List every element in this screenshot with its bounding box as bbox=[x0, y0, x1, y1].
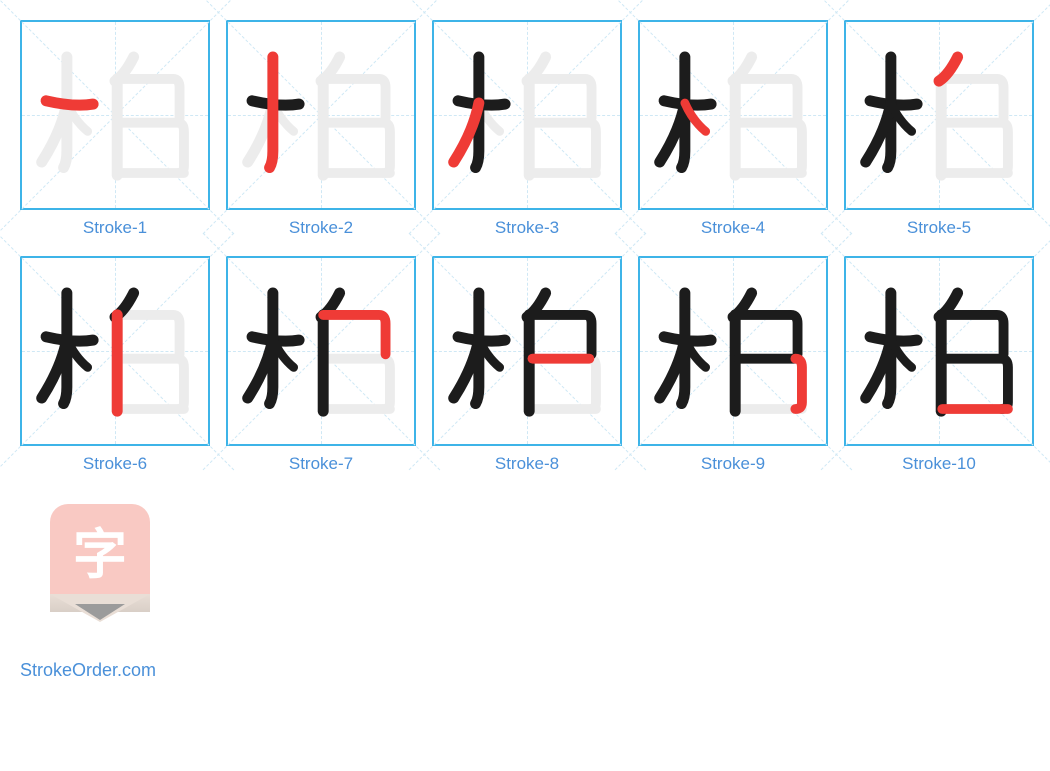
stroke-box bbox=[20, 20, 210, 210]
stroke-box bbox=[638, 256, 828, 446]
stroke-box bbox=[20, 256, 210, 446]
stroke-label: Stroke-4 bbox=[701, 218, 765, 238]
stroke-label: Stroke-5 bbox=[907, 218, 971, 238]
logo-char: 字 bbox=[73, 510, 127, 589]
stroke-cell: Stroke-9 bbox=[638, 256, 828, 474]
footer: 字 StrokeOrder.com bbox=[20, 504, 210, 681]
stroke-label: Stroke-2 bbox=[289, 218, 353, 238]
stroke-label: Stroke-6 bbox=[83, 454, 147, 474]
stroke-box bbox=[432, 20, 622, 210]
logo-body: 字 bbox=[50, 504, 150, 594]
stroke-cell: Stroke-1 bbox=[20, 20, 210, 238]
character-svg bbox=[434, 22, 620, 208]
stroke-label: Stroke-8 bbox=[495, 454, 559, 474]
stroke-cell: Stroke-4 bbox=[638, 20, 828, 238]
stroke-cell: Stroke-3 bbox=[432, 20, 622, 238]
stroke-cell: Stroke-7 bbox=[226, 256, 416, 474]
stroke-box bbox=[638, 20, 828, 210]
stroke-box bbox=[226, 256, 416, 446]
stroke-grid: Stroke-1 Stroke-2 Stroke-3 Stroke-4 Stroke-5… bbox=[20, 20, 1030, 474]
stroke-cell: Stroke-2 bbox=[226, 20, 416, 238]
stroke-label: Stroke-9 bbox=[701, 454, 765, 474]
character-svg bbox=[228, 22, 414, 208]
character-svg bbox=[846, 258, 1032, 444]
character-svg bbox=[434, 258, 620, 444]
character-svg bbox=[846, 22, 1032, 208]
stroke-cell: Stroke-10 bbox=[844, 256, 1034, 474]
stroke-box bbox=[844, 20, 1034, 210]
site-label: StrokeOrder.com bbox=[20, 660, 156, 681]
stroke-box bbox=[844, 256, 1034, 446]
character-svg bbox=[640, 22, 826, 208]
stroke-label: Stroke-1 bbox=[83, 218, 147, 238]
logo: 字 bbox=[40, 504, 160, 634]
stroke-box bbox=[226, 20, 416, 210]
character-svg bbox=[640, 258, 826, 444]
logo-pencil-lead bbox=[75, 604, 125, 620]
character-svg bbox=[228, 258, 414, 444]
stroke-box bbox=[432, 256, 622, 446]
character-svg bbox=[22, 22, 208, 208]
stroke-label: Stroke-7 bbox=[289, 454, 353, 474]
stroke-cell: Stroke-6 bbox=[20, 256, 210, 474]
character-svg bbox=[22, 258, 208, 444]
stroke-label: Stroke-10 bbox=[902, 454, 976, 474]
stroke-cell: Stroke-8 bbox=[432, 256, 622, 474]
stroke-cell: Stroke-5 bbox=[844, 20, 1034, 238]
stroke-label: Stroke-3 bbox=[495, 218, 559, 238]
